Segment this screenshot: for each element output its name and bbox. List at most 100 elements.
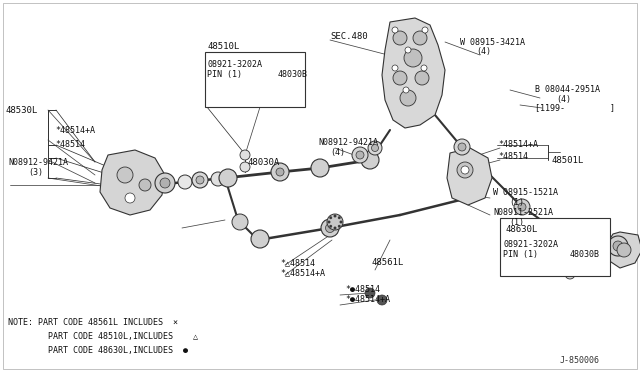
Text: PIN (1): PIN (1) — [207, 70, 242, 79]
Circle shape — [117, 167, 133, 183]
Circle shape — [155, 173, 175, 193]
Circle shape — [330, 225, 332, 227]
Text: J-850006: J-850006 — [560, 356, 600, 365]
Text: (1): (1) — [509, 198, 524, 207]
Circle shape — [458, 143, 466, 151]
Circle shape — [613, 241, 623, 251]
Circle shape — [311, 159, 329, 177]
Text: 48561L: 48561L — [372, 258, 404, 267]
Circle shape — [617, 243, 631, 257]
Circle shape — [400, 90, 416, 106]
Text: PART CODE 48630L,INCLUDES  ●: PART CODE 48630L,INCLUDES ● — [8, 346, 188, 355]
Text: *48514: *48514 — [55, 140, 85, 149]
Circle shape — [321, 219, 339, 237]
Text: B 08044-2951A: B 08044-2951A — [535, 85, 600, 94]
Text: *●48514+A: *●48514+A — [345, 295, 390, 304]
Bar — [205, 52, 305, 107]
Circle shape — [178, 175, 192, 189]
Circle shape — [415, 71, 429, 85]
Circle shape — [393, 31, 407, 45]
Circle shape — [240, 150, 250, 160]
Circle shape — [377, 295, 387, 305]
Circle shape — [565, 257, 575, 267]
Circle shape — [565, 269, 575, 279]
Text: [1199-         ]: [1199- ] — [535, 103, 615, 112]
Text: (3): (3) — [28, 168, 43, 177]
Polygon shape — [606, 232, 640, 268]
Circle shape — [421, 65, 427, 71]
Circle shape — [393, 71, 407, 85]
Text: (4): (4) — [330, 148, 345, 157]
Text: 08921-3202A: 08921-3202A — [503, 240, 558, 249]
Circle shape — [139, 179, 151, 191]
Circle shape — [196, 176, 204, 184]
Text: N08912-9421A: N08912-9421A — [8, 158, 68, 167]
Circle shape — [338, 225, 340, 227]
Text: 48030B: 48030B — [570, 250, 600, 259]
Circle shape — [338, 217, 340, 219]
Text: (4): (4) — [556, 95, 571, 104]
Circle shape — [352, 147, 368, 163]
Text: N08912-9421A: N08912-9421A — [318, 138, 378, 147]
Circle shape — [271, 163, 289, 181]
Circle shape — [457, 162, 473, 178]
Text: 08921-3202A: 08921-3202A — [207, 60, 262, 69]
Circle shape — [550, 224, 566, 240]
Circle shape — [392, 65, 398, 71]
Text: (4): (4) — [476, 47, 491, 56]
Text: W 08915-3421A: W 08915-3421A — [460, 38, 525, 47]
Text: (1): (1) — [509, 218, 524, 227]
Text: *●48514: *●48514 — [345, 285, 380, 294]
Circle shape — [211, 172, 225, 186]
Circle shape — [422, 27, 428, 33]
Circle shape — [365, 288, 375, 298]
Circle shape — [192, 172, 208, 188]
Circle shape — [328, 221, 330, 223]
Text: 48030A: 48030A — [248, 158, 280, 167]
Circle shape — [326, 224, 335, 232]
Circle shape — [392, 27, 398, 33]
Circle shape — [461, 166, 469, 174]
Text: N08911-2521A: N08911-2521A — [493, 208, 553, 217]
Text: PART CODE 48510L,INCLUDES    △: PART CODE 48510L,INCLUDES △ — [8, 332, 198, 341]
Text: PIN (1): PIN (1) — [503, 250, 538, 259]
Circle shape — [518, 203, 526, 211]
Circle shape — [454, 139, 470, 155]
Circle shape — [334, 215, 336, 217]
Text: *48514+A: *48514+A — [55, 126, 95, 135]
Circle shape — [405, 47, 411, 53]
Text: W 08915-1521A: W 08915-1521A — [493, 188, 558, 197]
Text: NOTE: PART CODE 48561L INCLUDES  ×: NOTE: PART CODE 48561L INCLUDES × — [8, 318, 178, 327]
Circle shape — [327, 214, 343, 230]
Text: 48630L: 48630L — [506, 225, 538, 234]
Circle shape — [404, 49, 422, 67]
Text: *48514: *48514 — [498, 152, 528, 161]
Circle shape — [356, 151, 364, 159]
Circle shape — [232, 214, 248, 230]
Circle shape — [514, 199, 530, 215]
Circle shape — [361, 151, 379, 169]
Text: *△48514+A: *△48514+A — [280, 268, 325, 277]
Circle shape — [413, 31, 427, 45]
Circle shape — [240, 162, 250, 172]
Circle shape — [340, 221, 342, 223]
Circle shape — [576, 231, 594, 249]
Polygon shape — [100, 150, 165, 215]
Circle shape — [251, 230, 269, 248]
Circle shape — [276, 168, 284, 176]
Text: 48530L: 48530L — [5, 106, 37, 115]
Circle shape — [334, 227, 336, 229]
Text: SEC.480: SEC.480 — [330, 32, 367, 41]
Circle shape — [403, 87, 409, 93]
Text: *48514+A: *48514+A — [498, 140, 538, 149]
Circle shape — [368, 141, 382, 155]
Bar — [500, 218, 610, 276]
Polygon shape — [447, 148, 492, 205]
Text: 48501L: 48501L — [552, 156, 584, 165]
Circle shape — [125, 193, 135, 203]
Text: 48510L: 48510L — [207, 42, 239, 51]
Circle shape — [219, 169, 237, 187]
Text: *△48514: *△48514 — [280, 258, 315, 267]
Circle shape — [160, 178, 170, 188]
Circle shape — [330, 217, 332, 219]
